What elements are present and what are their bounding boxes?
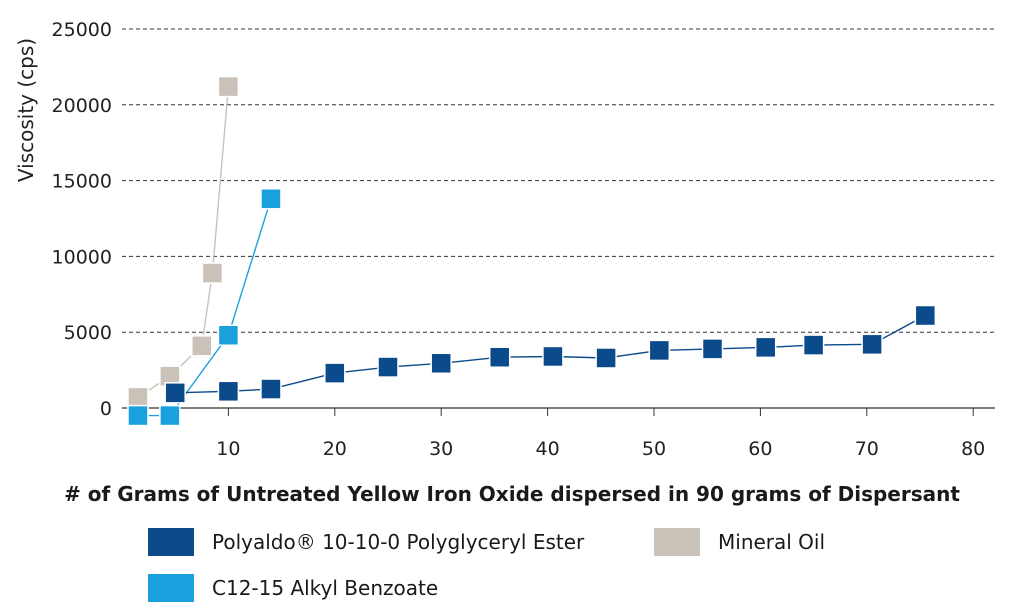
- x-tick-label: 20: [323, 438, 347, 460]
- data-point-series-2: [217, 324, 240, 346]
- data-point-series-1: [191, 335, 213, 357]
- series-line-2: [138, 198, 272, 417]
- data-series: [127, 75, 937, 427]
- x-tick-label: 50: [642, 438, 666, 460]
- y-tick-label: 5000: [64, 322, 112, 344]
- data-point-series-0: [914, 304, 937, 327]
- legend-label-c12-15: C12-15 Alkyl Benzoate: [212, 576, 439, 600]
- y-axis-label: Viscosity (cps): [14, 38, 38, 182]
- y-tick-label: 25000: [52, 19, 112, 41]
- x-tick-label: 30: [429, 438, 453, 460]
- y-tick-label: 10000: [52, 246, 112, 268]
- data-point-series-0: [260, 378, 282, 400]
- data-point-series-0: [430, 352, 452, 375]
- data-point-series-0: [217, 380, 240, 403]
- x-axis-label: # of Grams of Untreated Yellow Iron Oxid…: [64, 482, 960, 506]
- data-point-series-2: [127, 404, 149, 427]
- y-tick-labels: 0 5000 10000 15000 20000 25000: [52, 19, 112, 420]
- data-point-series-1: [201, 262, 224, 284]
- data-point-series-0: [164, 382, 186, 404]
- legend-label-mineral-oil: Mineral Oil: [718, 530, 826, 554]
- data-point-series-0: [595, 347, 617, 369]
- x-tick-label: 40: [536, 438, 560, 460]
- grid-lines: [122, 28, 995, 333]
- data-point-series-0: [648, 339, 671, 362]
- legend-item-c12-15: C12-15 Alkyl Benzoate: [148, 574, 438, 602]
- series-line-1: [137, 86, 230, 398]
- data-point-series-1: [127, 386, 149, 409]
- data-point-series-0: [802, 334, 825, 356]
- legend-swatch-mineral-oil: [654, 528, 700, 556]
- data-point-series-0: [542, 345, 564, 368]
- data-point-series-0: [377, 356, 399, 378]
- x-tick-label: 70: [855, 438, 879, 460]
- x-tick-label: 80: [961, 438, 985, 460]
- x-tick-label: 60: [748, 438, 772, 460]
- y-tick-label: 20000: [52, 95, 112, 117]
- x-tick-labels: 10 20 30 40 50 60 70 80: [216, 438, 985, 460]
- legend-item-polyaldo: Polyaldo® 10-10-0 Polyglyceryl Ester: [148, 528, 584, 556]
- x-axis: [122, 407, 995, 416]
- legend-item-mineral-oil: Mineral Oil: [654, 528, 825, 556]
- data-point-series-2: [159, 404, 181, 427]
- legend-swatch-c12-15: [148, 574, 194, 602]
- data-point-series-0: [754, 336, 777, 359]
- data-point-series-0: [324, 362, 346, 384]
- data-point-series-0: [701, 338, 724, 360]
- data-point-series-0: [488, 346, 511, 368]
- y-tick-label: 0: [100, 398, 112, 420]
- data-point-series-1: [217, 75, 240, 98]
- y-tick-label: 15000: [52, 171, 112, 193]
- x-tick-label: 10: [216, 438, 240, 460]
- legend-label-polyaldo: Polyaldo® 10-10-0 Polyglyceryl Ester: [212, 530, 585, 554]
- data-point-series-0: [861, 333, 883, 356]
- viscosity-chart: 0 5000 10000 15000 20000 25000 10 20 30 40 50 60 70…: [14, 19, 995, 460]
- legend-swatch-polyaldo: [148, 528, 194, 556]
- data-point-series-2: [260, 188, 282, 210]
